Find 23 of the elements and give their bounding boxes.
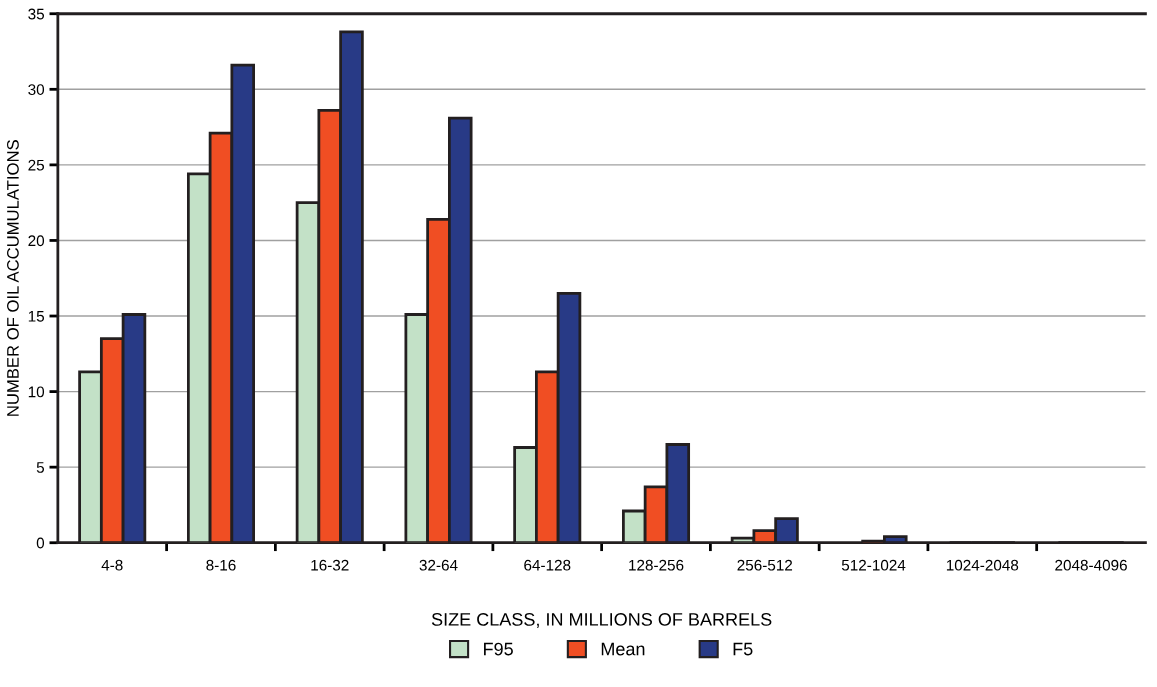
x-tick-label: 512-1024: [841, 559, 906, 571]
y-tick-label: 5: [36, 462, 45, 473]
y-tick-label: 30: [28, 84, 45, 95]
x-tick-label: 2048-4096: [1055, 559, 1127, 571]
x-tick-label: 32-64: [419, 559, 458, 571]
x-tick-label: 16-32: [311, 559, 349, 571]
y-tick-label: 0: [36, 537, 45, 549]
y-tick-label: 10: [28, 386, 45, 398]
y-tick-label: 35: [28, 8, 45, 20]
y-tick-label: 15: [28, 311, 45, 322]
x-tick-label: 256-512: [737, 559, 793, 571]
legend-label: Mean: [601, 642, 645, 656]
y-axis-title: NUMBER OF OIL ACCUMULATIONS: [7, 140, 19, 416]
y-tick-label: 20: [28, 235, 45, 247]
x-tick-label: 8-16: [206, 559, 236, 571]
x-tick-label: 128-256: [629, 559, 684, 571]
legend-label: F95: [484, 642, 513, 656]
x-axis-title: SIZE CLASS, IN MILLIONS OF BARRELS: [431, 613, 772, 628]
x-tick-label: 4-8: [101, 559, 123, 571]
y-tick-label: 25: [28, 159, 45, 171]
x-tick-label: 1024-2048: [946, 559, 1019, 571]
legend-label: F5: [733, 642, 753, 656]
x-tick-label: 64-128: [524, 559, 571, 571]
